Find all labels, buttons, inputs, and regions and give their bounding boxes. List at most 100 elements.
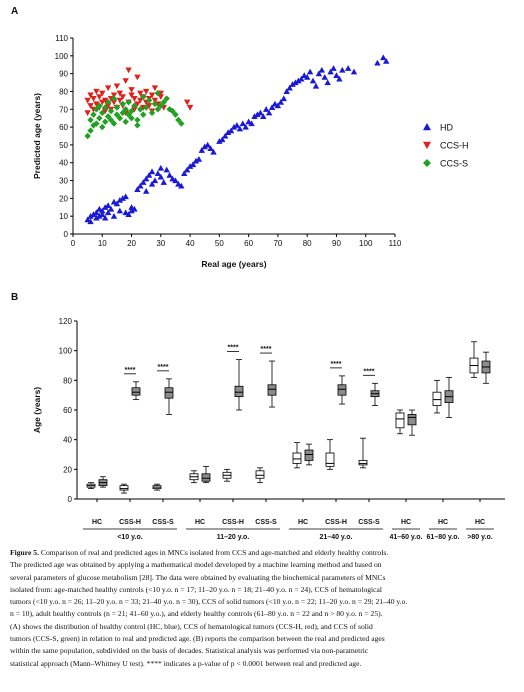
caption-line: within the same population, subdivided o…	[10, 646, 369, 656]
data-point	[128, 87, 135, 93]
data-point	[257, 109, 264, 116]
data-point	[172, 111, 179, 118]
data-point	[122, 118, 129, 125]
data-point	[163, 166, 170, 173]
data-point	[90, 211, 97, 217]
data-point	[295, 77, 302, 84]
data-point	[175, 116, 182, 124]
data-point	[93, 214, 100, 221]
data-point	[333, 72, 340, 78]
data-point	[119, 195, 126, 201]
category-label: CSS-H	[325, 519, 347, 526]
category-boxes	[86, 476, 108, 490]
data-point	[104, 113, 112, 120]
data-point	[125, 211, 132, 217]
data-point	[157, 102, 165, 109]
data-point	[142, 188, 150, 194]
significance-label: ****	[158, 364, 169, 371]
data-point	[380, 54, 387, 61]
box-real-age	[119, 483, 129, 494]
series-ccs-s	[84, 90, 185, 140]
y-tick-label: 0	[64, 230, 69, 239]
data-point	[148, 180, 156, 187]
data-point	[96, 114, 103, 122]
caption-line: tumors (CCS-S, green) in relation to rea…	[10, 634, 385, 644]
data-point	[286, 84, 293, 91]
box-iqr	[201, 473, 211, 482]
box-iqr	[267, 384, 277, 396]
x-tick-label: 60	[244, 239, 253, 248]
data-point	[192, 157, 200, 164]
data-point	[96, 102, 103, 109]
box-plot: 0 20 40 60 80 100 120 Age (years) HC CSS-H CSS-S HC…	[32, 317, 505, 541]
data-point	[134, 116, 141, 124]
box-real-age	[189, 470, 199, 484]
x-tick-label: 10	[98, 239, 107, 248]
category-label: CSS-S	[255, 519, 277, 526]
data-point	[274, 102, 282, 109]
data-point	[309, 77, 317, 84]
data-point	[145, 97, 153, 104]
box-iqr	[164, 387, 174, 399]
data-point	[110, 95, 118, 102]
data-point	[113, 83, 121, 90]
data-point	[336, 75, 343, 82]
data-point	[93, 120, 100, 127]
data-point	[128, 107, 135, 115]
group-label: 41–60 y.o.	[390, 534, 423, 541]
data-point	[110, 212, 118, 219]
significance-bracket: ****	[330, 361, 342, 369]
data-point	[148, 92, 156, 99]
y-tick-label: 80	[59, 87, 68, 96]
caption-figure-label: Figure 5.	[10, 548, 39, 557]
data-point	[87, 92, 94, 99]
data-point	[119, 100, 126, 108]
data-point	[96, 212, 103, 219]
box-real-age	[325, 439, 335, 470]
box-predicted-age	[164, 378, 174, 415]
data-point	[157, 173, 165, 180]
box-real-age	[86, 482, 96, 490]
data-point	[160, 179, 167, 185]
data-point	[99, 211, 106, 217]
category-boxes	[469, 341, 491, 384]
box-iqr	[325, 452, 335, 467]
data-point	[292, 79, 299, 86]
data-point	[84, 110, 91, 117]
significance-bracket: ****	[124, 367, 136, 375]
category-boxes	[222, 359, 244, 482]
data-point	[99, 207, 106, 214]
caption-line: isolated from: age-matched healthy contr…	[10, 584, 383, 594]
series-hd	[84, 54, 390, 225]
data-point	[110, 99, 118, 106]
data-point	[110, 120, 118, 127]
caption-line: tumors (<10 y.o. n = 26; 11–20 y.o. n = …	[10, 597, 408, 607]
data-point	[116, 97, 124, 104]
data-point	[87, 103, 94, 109]
data-point	[87, 212, 94, 219]
data-point	[140, 179, 147, 185]
figure-caption: Figure 5. Comparison of real and predict…	[10, 547, 515, 670]
data-point	[154, 170, 162, 176]
y-tick-label: 100	[59, 347, 73, 356]
data-point	[298, 75, 305, 82]
data-point	[350, 68, 358, 75]
data-point	[204, 141, 211, 148]
box-real-age	[358, 437, 368, 469]
data-point	[374, 59, 381, 66]
data-point	[145, 103, 153, 109]
data-point	[148, 109, 156, 117]
data-point	[145, 172, 153, 178]
y-axis-title: Predicted age (years)	[32, 93, 42, 179]
x-axis-title: Real age (years)	[201, 259, 266, 269]
data-point	[154, 106, 162, 113]
data-point	[148, 168, 156, 175]
data-point	[207, 145, 214, 152]
data-point	[131, 102, 138, 109]
data-point	[116, 114, 124, 122]
box-iqr	[395, 412, 405, 429]
y-tick-label: 90	[59, 70, 68, 79]
data-point	[251, 113, 258, 119]
caption-line: statistical approach (Mann–Whitney U tes…	[10, 658, 362, 668]
category-label: CSS-S	[152, 519, 174, 526]
